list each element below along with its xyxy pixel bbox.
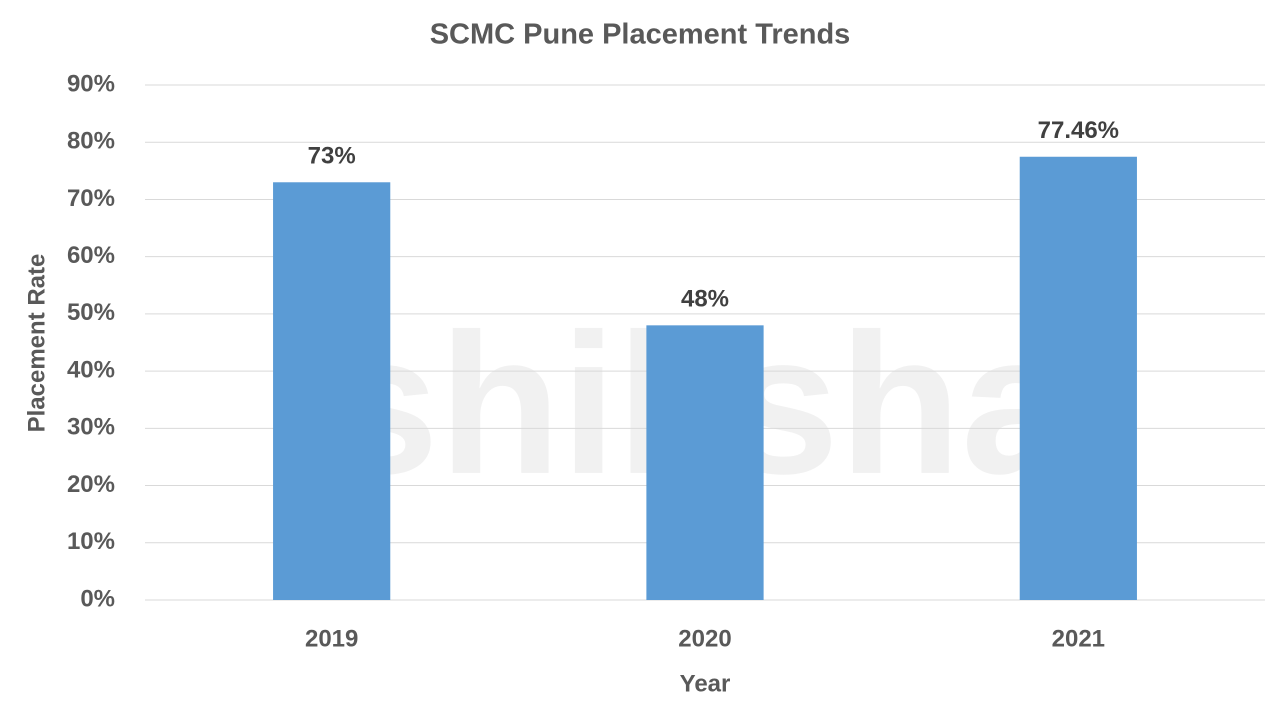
y-tick-label: 80% <box>67 128 115 155</box>
data-label: 48% <box>681 286 729 313</box>
y-tick-label: 60% <box>67 242 115 269</box>
bar <box>273 182 391 600</box>
y-tick-label: 30% <box>67 414 115 441</box>
x-tick-label: 2020 <box>678 625 731 652</box>
y-tick-label: 40% <box>67 356 115 383</box>
y-tick-label: 70% <box>67 185 115 212</box>
y-tick-label: 0% <box>80 585 115 612</box>
y-axis-title: Placement Rate <box>23 254 50 433</box>
data-label: 73% <box>308 143 356 170</box>
bar <box>646 325 764 600</box>
y-tick-label: 20% <box>67 471 115 498</box>
y-tick-label: 50% <box>67 299 115 326</box>
bar <box>1019 156 1137 601</box>
chart-title: SCMC Pune Placement Trends <box>430 19 851 51</box>
data-label: 77.46% <box>1038 117 1119 144</box>
x-tick-label: 2019 <box>305 625 358 652</box>
y-tick-label: 10% <box>67 528 115 555</box>
x-axis-title: Year <box>680 670 731 697</box>
y-tick-label: 90% <box>67 70 115 97</box>
x-tick-label: 2021 <box>1052 625 1105 652</box>
